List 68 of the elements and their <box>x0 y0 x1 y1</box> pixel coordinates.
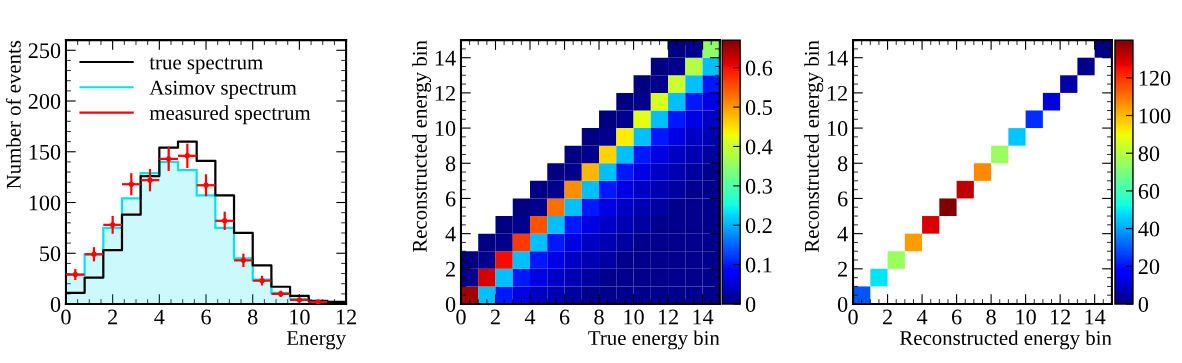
x-tick-label: 12 <box>1050 309 1071 325</box>
y-tick-label: 50 <box>40 246 61 262</box>
x-tick-label: 8 <box>986 309 996 325</box>
x-tick-label: 12 <box>336 309 356 325</box>
y-tick-label: 150 <box>29 144 61 160</box>
color-bar-label: 0.4 <box>745 139 773 155</box>
x-tick-label: 0 <box>848 309 858 325</box>
x-tick-label: 6 <box>201 309 211 325</box>
y-tick-label: 4 <box>837 226 848 242</box>
y-tick-label: 12 <box>827 85 847 101</box>
x-tick-label: 4 <box>524 309 536 325</box>
y-tick-label: 6 <box>445 191 456 207</box>
color-bar-label: 60 <box>1138 183 1160 199</box>
x-tick-label: 2 <box>490 309 500 325</box>
y-tick-label: 250 <box>28 43 61 59</box>
color-bar-label: 0.1 <box>745 257 772 273</box>
y-tick-label: 6 <box>838 191 848 207</box>
x-tick-label: 10 <box>624 309 644 325</box>
x-tick-label: 0 <box>61 309 71 325</box>
x-tick-label: 4 <box>916 309 928 325</box>
y-tick-label: 0 <box>445 296 456 312</box>
y-tick-label: 14 <box>435 50 456 66</box>
y-tick-label: 10 <box>827 121 848 137</box>
x-tick-label: 4 <box>154 309 165 325</box>
color-bar-label: 20 <box>1138 259 1160 275</box>
legend-label: measured spectrum <box>149 105 311 125</box>
y-tick-label: 100 <box>29 195 61 211</box>
y-tick-label: 0 <box>50 296 61 312</box>
color-bar-label: 0.6 <box>745 60 773 76</box>
y-axis-title: Reconstructed energy bin <box>412 40 432 253</box>
x-tick-label: 14 <box>693 309 714 325</box>
legend-label: true spectrum <box>149 57 263 74</box>
y-tick-label: 2 <box>838 261 847 277</box>
x-tick-label: 10 <box>290 309 310 325</box>
y-tick-label: 8 <box>445 156 456 172</box>
y-tick-label: 4 <box>445 226 456 242</box>
color-bar-label: 0 <box>745 296 756 312</box>
color-bar-label: 100 <box>1139 108 1171 124</box>
x-tick-label: 10 <box>1016 309 1036 325</box>
x-tick-label: 8 <box>248 309 258 325</box>
color-bar-label: 40 <box>1138 221 1160 237</box>
color-bar-label: 0.2 <box>745 218 772 234</box>
x-tick-label: 2 <box>882 309 892 325</box>
y-tick-label: 2 <box>445 261 455 277</box>
color-bar-label: 0.3 <box>745 178 772 194</box>
x-tick-label: 12 <box>658 309 678 325</box>
y-axis-title: Number of events <box>5 40 21 189</box>
y-axis-title: Reconstructed energy bin <box>804 40 824 253</box>
color-bar-label: 80 <box>1138 146 1160 162</box>
legend-label: Asimov spectrum <box>149 80 297 99</box>
y-tick-label: 10 <box>435 121 456 137</box>
x-tick-label: 0 <box>456 309 466 325</box>
color-bar-label: 0.5 <box>745 100 772 116</box>
y-tick-label: 12 <box>435 85 455 101</box>
y-tick-label: 0 <box>837 296 848 312</box>
x-tick-label: 2 <box>108 309 117 325</box>
y-tick-label: 200 <box>28 93 61 109</box>
x-tick-label: 6 <box>559 309 570 325</box>
x-axis-title: Energy <box>286 331 347 350</box>
x-axis-title: Reconstructed energy bin <box>899 330 1112 350</box>
y-tick-label: 14 <box>827 50 848 66</box>
x-tick-label: 8 <box>594 309 604 325</box>
y-tick-label: 8 <box>837 156 848 172</box>
color-bar-label: 0 <box>1138 296 1149 312</box>
x-tick-label: 6 <box>951 309 962 325</box>
x-tick-label: 14 <box>1085 309 1106 325</box>
color-bar-label: 120 <box>1139 70 1171 86</box>
x-axis-title: True energy bin <box>588 330 720 350</box>
